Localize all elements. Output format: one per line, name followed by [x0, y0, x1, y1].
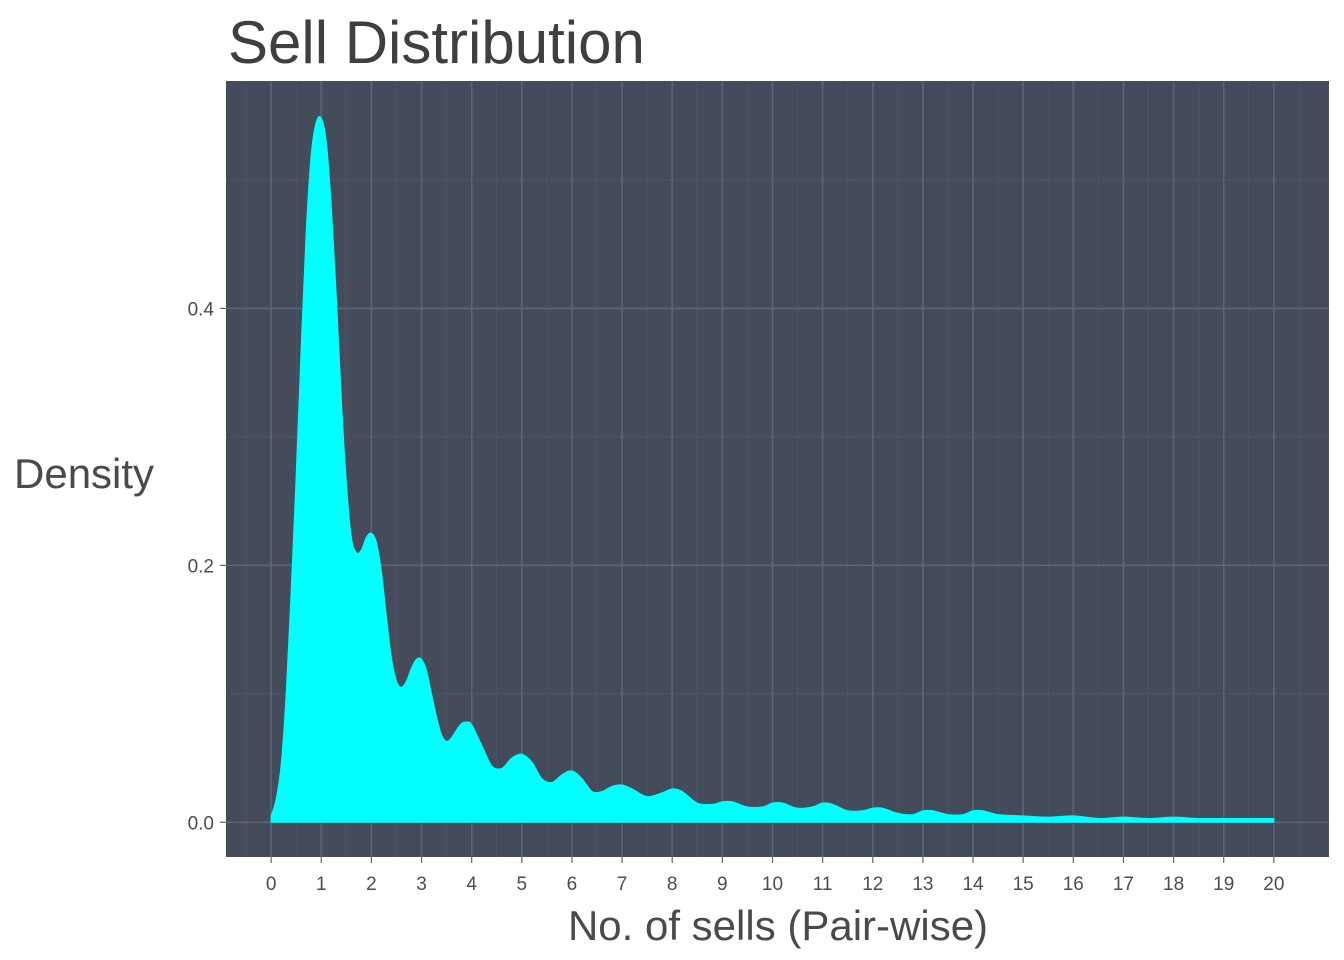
- x-tick-label: 20: [1263, 874, 1284, 895]
- x-tick-label: 16: [1063, 874, 1084, 895]
- x-tick-label: 8: [667, 874, 678, 895]
- x-tick-label: 14: [962, 874, 984, 895]
- x-tick-label: 5: [517, 874, 528, 895]
- minor-grid-x: [245, 81, 1300, 857]
- x-tick-label: 18: [1163, 874, 1184, 895]
- x-tick-label: 15: [1013, 874, 1034, 895]
- y-tick-label: 0.0: [188, 813, 214, 834]
- y-tick-label: 0.2: [188, 556, 214, 577]
- x-tick-label: 9: [717, 874, 728, 895]
- x-axis-ticks: 0 1 2 3 4 5 6 7 8 9 10 11 12 13 14 15 16 17 18 19 20: [266, 857, 1284, 895]
- x-tick-label: 10: [762, 874, 783, 895]
- x-axis-title: No. of sells (Pair-wise): [568, 902, 988, 949]
- x-tick-label: 6: [567, 874, 578, 895]
- x-tick-label: 17: [1113, 874, 1134, 895]
- y-axis-ticks: 0.0 0.2 0.4: [188, 299, 226, 834]
- x-tick-label: 19: [1213, 874, 1234, 895]
- y-axis-title: Density: [14, 450, 154, 497]
- density-area: [270, 115, 1275, 823]
- x-tick-label: 1: [316, 874, 327, 895]
- x-tick-label: 11: [813, 874, 833, 895]
- x-tick-label: 12: [862, 874, 883, 895]
- major-grid-x: [270, 81, 1275, 857]
- x-tick-label: 4: [466, 874, 477, 895]
- x-tick-label: 3: [416, 874, 427, 895]
- chart-title: Sell Distribution: [228, 9, 645, 76]
- x-tick-label: 7: [617, 874, 628, 895]
- y-tick-label: 0.4: [188, 299, 215, 320]
- x-tick-label: 13: [912, 874, 933, 895]
- x-tick-label: 2: [366, 874, 377, 895]
- x-tick-label: 0: [266, 874, 277, 895]
